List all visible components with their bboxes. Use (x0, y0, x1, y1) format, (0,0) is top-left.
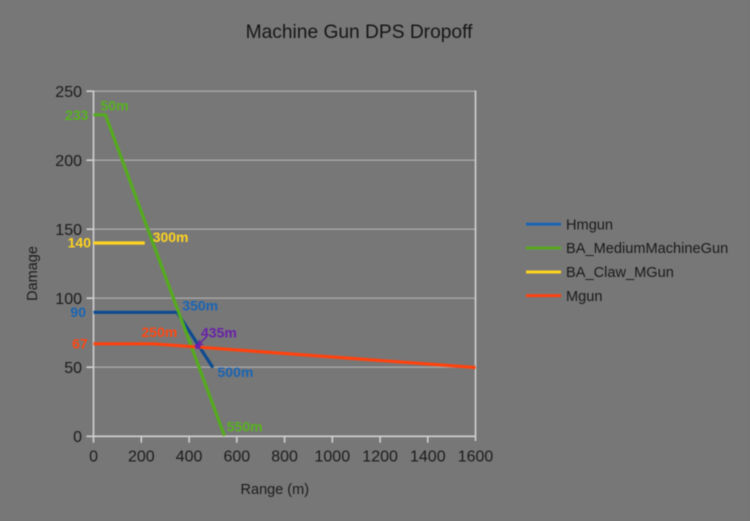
svg-text:400: 400 (176, 449, 203, 466)
svg-text:100: 100 (55, 291, 82, 308)
svg-text:233: 233 (65, 107, 89, 123)
svg-text:Damage: Damage (25, 246, 41, 301)
svg-text:Machine Gun DPS Dropoff: Machine Gun DPS Dropoff (246, 22, 473, 43)
svg-text:0: 0 (89, 449, 98, 466)
svg-text:BA_Claw_MGun: BA_Claw_MGun (566, 265, 674, 281)
svg-text:200: 200 (55, 153, 82, 170)
svg-text:50: 50 (64, 360, 82, 377)
svg-text:Hmgun: Hmgun (566, 217, 613, 233)
svg-text:300m: 300m (153, 229, 189, 245)
svg-text:200: 200 (128, 449, 155, 466)
svg-text:350m: 350m (182, 298, 218, 314)
svg-text:140: 140 (68, 234, 92, 250)
svg-text:BA_MediumMachineGun: BA_MediumMachineGun (566, 241, 728, 257)
svg-text:150: 150 (55, 222, 82, 239)
svg-text:90: 90 (70, 304, 86, 320)
svg-text:1400: 1400 (410, 449, 446, 466)
svg-text:435m: 435m (201, 324, 237, 340)
svg-text:1200: 1200 (362, 449, 398, 466)
svg-text:1600: 1600 (458, 449, 494, 466)
svg-text:1000: 1000 (315, 449, 351, 466)
svg-text:Range (m): Range (m) (241, 482, 310, 498)
svg-text:250: 250 (55, 84, 82, 101)
svg-text:0: 0 (73, 429, 82, 446)
svg-text:500m: 500m (218, 364, 254, 380)
svg-text:800: 800 (271, 449, 298, 466)
svg-text:50m: 50m (101, 98, 129, 114)
svg-text:67: 67 (72, 336, 88, 352)
svg-text:250m: 250m (142, 324, 178, 340)
svg-text:Mgun: Mgun (566, 289, 603, 305)
svg-text:550m: 550m (227, 419, 263, 435)
svg-text:600: 600 (223, 449, 250, 466)
